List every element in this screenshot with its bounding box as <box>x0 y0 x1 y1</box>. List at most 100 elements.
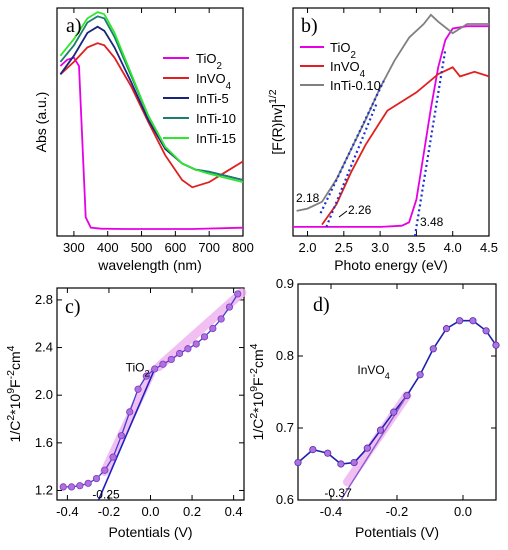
panel-a-y-axis-label: Abs (a.u.) <box>33 92 49 153</box>
panel-a-x-tick-label: 400 <box>97 240 119 255</box>
panel-c-data-point <box>59 483 67 491</box>
panel-b-tangent-line <box>325 103 378 228</box>
panel-a-x-tick-label: 300 <box>63 240 85 255</box>
panel-d-x-tick-label: -0.4 <box>320 504 342 519</box>
panel-d-data-point <box>492 341 500 349</box>
panel-a-series-line-inti-15 <box>59 11 244 183</box>
panel-d-data-point <box>337 460 345 468</box>
panel-c-data-point <box>142 372 150 380</box>
panel-d-data-point <box>442 325 451 333</box>
panel-c-x-tick-label: -0.4 <box>56 504 78 519</box>
panel-c-data-point <box>217 315 225 323</box>
panel-c-data-point <box>134 385 142 393</box>
panel-d-x-tick-label: 0.0 <box>454 504 472 519</box>
panel-c-y-tick-label: 2.8 <box>35 292 53 307</box>
panel-a-legend-label: InTi-10 <box>196 111 236 126</box>
panel-c-x-axis-label: Potentials (V) <box>108 524 192 540</box>
panel-d-data-point <box>390 408 398 416</box>
panel-c-y-tick-label: 1.2 <box>35 482 53 497</box>
panel-b-x-axis-label: Photo energy (eV) <box>334 257 448 273</box>
panel-a-x-tick-label: 600 <box>165 240 187 255</box>
panel-d-plot-frame <box>297 283 497 501</box>
panel-c-data-point <box>225 303 234 311</box>
panel-c-x-tick-label: 0.4 <box>225 504 243 519</box>
panel-a-legend-label: InVO4 <box>196 71 232 92</box>
panel-d-label: d) <box>313 294 330 316</box>
panel-c-data-point <box>76 482 84 490</box>
panel-c-y-tick-label: 1.6 <box>35 435 53 450</box>
panel-d-x-axis-label: Potentials (V) <box>355 524 439 540</box>
panel-d-mott-schottky-invo4-chart: -0.4 -0.2 0.0 0.6 0.7 0.8 0.9 d) InVO4 -0.37 Poten… <box>248 276 500 540</box>
panel-a-x-axis-label: wavelength (nm) <box>97 257 202 273</box>
panel-b-plot-frame <box>292 7 490 237</box>
panel-c-label: c) <box>65 296 81 318</box>
panel-b-annotation-arrow <box>338 210 348 218</box>
panel-b-series-line-inti-0.10 <box>296 13 489 212</box>
panel-c-data-point <box>92 474 101 483</box>
panel-d-data-point <box>363 444 371 452</box>
panel-d-data-point <box>376 426 385 434</box>
panel-d-y-tick-label: 0.8 <box>276 348 294 363</box>
panel-a-label: a) <box>66 15 82 37</box>
panel-c-annotation: -0.25 <box>92 487 120 501</box>
panel-a-plot-frame <box>56 7 244 237</box>
panel-c-data-point <box>117 432 126 440</box>
panel-b-tauc-chart: 2.0 2.5 3.0 3.5 4.0 4.5 b) Photo energy (eV) [F(… <box>267 7 498 273</box>
panel-a-x-tick-label: 700 <box>198 240 220 255</box>
panel-c-data-point <box>234 290 242 298</box>
panel-c-data-point <box>200 333 209 341</box>
panel-b-x-tick-label: 3.0 <box>371 240 389 255</box>
panel-c-x-tick-label: 0.2 <box>183 504 201 519</box>
panel-c-series-label: TiO2 <box>126 360 150 378</box>
panel-b-label: b) <box>301 15 318 37</box>
panel-b-x-tick-label: 4.5 <box>480 240 498 255</box>
panel-c-data-point <box>84 479 92 487</box>
panel-c-series-line <box>63 293 239 488</box>
panel-b-x-tick-label: 2.5 <box>335 240 353 255</box>
panel-d-data-point <box>309 445 317 454</box>
panel-d-series-line <box>297 319 497 465</box>
panel-d-data-point <box>482 327 490 335</box>
panel-b-annotation: 2.26 <box>348 203 372 217</box>
panel-d-y-tick-label: 0.7 <box>276 420 294 435</box>
panel-c-data-point <box>192 340 200 348</box>
panel-d-data-point <box>324 449 332 457</box>
panel-b-legend-label: InVO4 <box>330 59 366 80</box>
panel-a-legend-label: InTi-15 <box>196 131 236 146</box>
panel-c-extrapolation-line <box>97 368 156 501</box>
panel-d-series-label: InVO4 <box>357 363 389 381</box>
panel-d-y-tick-label: 0.9 <box>276 276 294 291</box>
panel-c-data-point <box>101 466 109 474</box>
panel-d-x-tick-label: -0.2 <box>386 504 408 519</box>
panel-c-data-point <box>151 365 159 373</box>
panel-b-x-tick-label: 4.0 <box>444 240 462 255</box>
panel-c-data-point <box>184 345 192 353</box>
panel-d-data-point <box>469 317 477 325</box>
panel-d-data-point <box>350 458 358 467</box>
panel-b-x-tick-label: 3.5 <box>407 240 425 255</box>
panel-c-mott-schottky-tio2-chart: -0.4 -0.2 0.0 0.2 0.4 1.2 1.6 2.0 2.4 2.8 c) TiO2 -0… <box>5 287 247 540</box>
panel-d-y-tick-label: 0.6 <box>276 492 294 507</box>
panel-c-x-tick-label: -0.2 <box>98 504 120 519</box>
panel-c-data-point <box>67 483 76 491</box>
panel-d-data-point <box>416 371 424 379</box>
panel-b-series-line-tio2 <box>293 25 489 228</box>
panel-c-x-tick-label: 0.0 <box>141 504 159 519</box>
panel-d-data-point <box>294 458 302 467</box>
panel-b-legend-label: TiO2 <box>330 40 356 61</box>
panel-b-y-axis-label: [F(R)hv]1/2 <box>267 89 285 154</box>
panel-b-series-line-invo4 <box>321 66 490 226</box>
panel-b-annotation: 2.18 <box>296 191 320 205</box>
panel-a-legend-label: InTi-5 <box>196 91 229 106</box>
panel-c-data-point <box>109 453 117 461</box>
panel-c-y-tick-label: 2.0 <box>35 387 53 402</box>
panel-a-absorbance-chart: 300 400 500 600 700 800 a) wavelength (nm) Abs (… <box>33 7 254 273</box>
panel-c-data-point <box>175 349 184 358</box>
panel-d-data-point <box>456 317 464 325</box>
panel-c-y-axis-label: 1/C2*109F-2cm4 <box>5 345 23 442</box>
panel-b-x-tick-label: 2.0 <box>298 240 316 255</box>
panel-a-x-tick-label: 800 <box>232 240 254 255</box>
panel-c-y-tick-label: 2.4 <box>35 340 53 355</box>
panel-c-data-point <box>167 355 175 364</box>
